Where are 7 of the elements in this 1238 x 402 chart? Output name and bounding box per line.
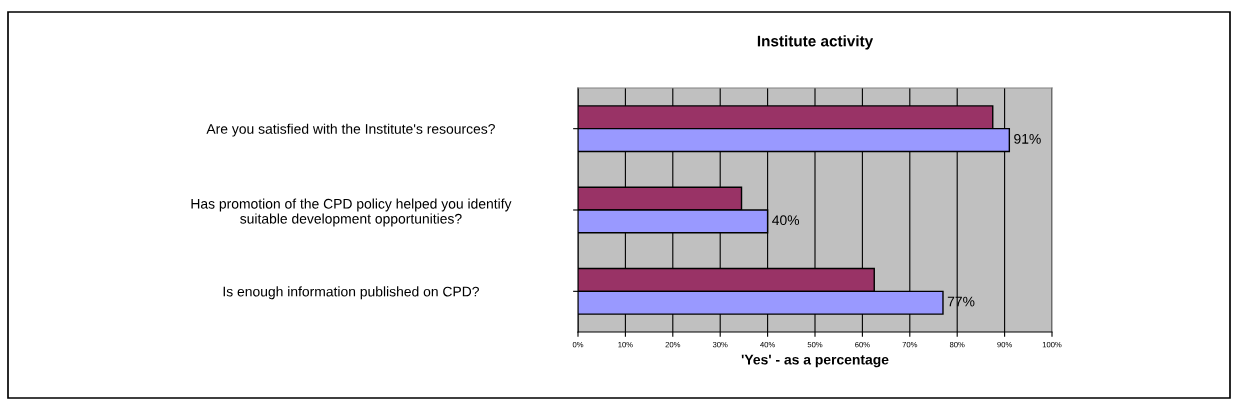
x-axis-title: 'Yes' - as a percentage: [741, 354, 889, 368]
data-label: 91%: [1014, 133, 1041, 144]
y-tick-label: Has promotion of the CPD policy helped you identify suitable development opportunities?: [191, 198, 512, 227]
y-tick-label: Is enough information published on CPD?: [223, 286, 479, 300]
chart-title: Institute activity: [757, 35, 874, 50]
y-tick-label: Are you satisfied with the Institute's resources?: [206, 123, 495, 137]
data-label: 40%: [772, 215, 800, 226]
